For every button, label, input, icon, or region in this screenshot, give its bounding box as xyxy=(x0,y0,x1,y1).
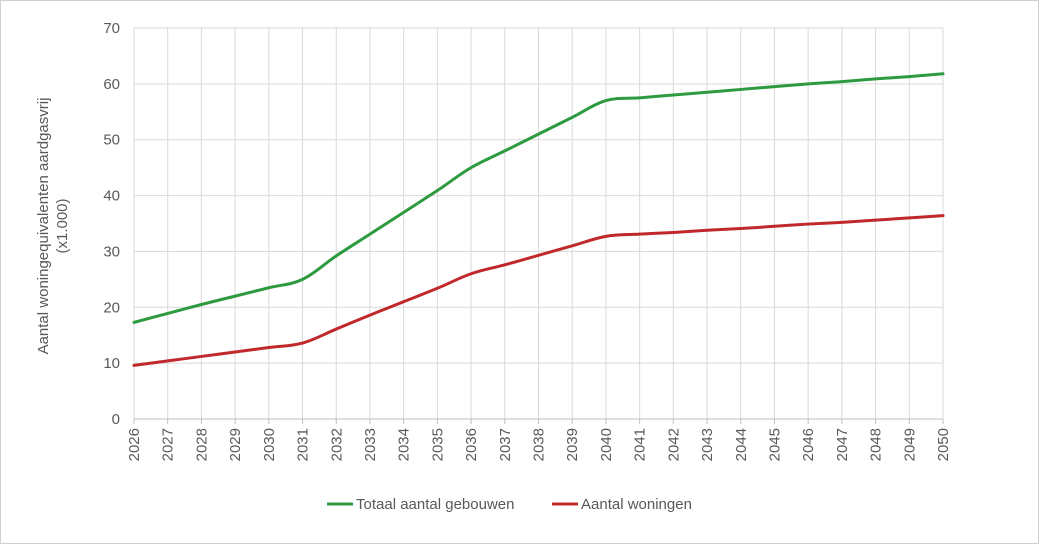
x-tick-label: 2029 xyxy=(227,428,244,461)
x-tick-label: 2035 xyxy=(429,428,446,461)
y-tick-label: 70 xyxy=(103,20,120,37)
x-tick-label: 2043 xyxy=(699,428,716,461)
legend-item-0: Totaal aantal gebouwen xyxy=(327,496,514,513)
x-tick-label: 2037 xyxy=(497,428,514,461)
x-tick-label: 2030 xyxy=(261,428,278,461)
x-tick-label: 2027 xyxy=(160,428,177,461)
x-tick-label: 2026 xyxy=(126,428,143,461)
series-line-1 xyxy=(132,214,945,367)
y-tick-label: 0 xyxy=(112,411,120,428)
y-axis-title-line-1: Aantal woningequivalenten aardgasvrij xyxy=(35,98,52,355)
x-tick-label: 2031 xyxy=(295,428,312,461)
legend-label: Totaal aantal gebouwen xyxy=(356,496,514,513)
y-axis-title-line-2: (x1.000) xyxy=(54,198,71,253)
x-tick-label: 2046 xyxy=(800,428,817,461)
x-tick-label: 2032 xyxy=(328,428,345,461)
y-tick-label: 40 xyxy=(103,188,120,205)
y-tick-label: 30 xyxy=(103,243,120,260)
axes xyxy=(133,418,944,424)
x-tick-label: 2038 xyxy=(531,428,548,461)
x-tick-label: 2044 xyxy=(733,428,750,461)
x-tick-label: 2041 xyxy=(632,428,649,461)
legend-label: Aantal woningen xyxy=(581,496,692,513)
x-tick-label: 2036 xyxy=(463,428,480,461)
legend: Totaal aantal gebouwen Aantal woningen xyxy=(327,496,692,513)
x-tick-label: 2028 xyxy=(193,428,210,461)
legend-item-1: Aantal woningen xyxy=(552,496,692,513)
y-tick-label: 60 xyxy=(103,76,120,93)
y-tick-label: 50 xyxy=(103,132,120,149)
y-tick-label: 10 xyxy=(103,355,120,372)
y-tick-labels: 0 10 20 30 40 50 60 70 xyxy=(103,20,120,428)
x-tick-label: 2050 xyxy=(935,428,952,461)
x-tick-label: 2034 xyxy=(396,428,413,461)
y-tick-label: 20 xyxy=(103,299,120,316)
x-tick-label: 2047 xyxy=(834,428,851,461)
x-tick-label: 2042 xyxy=(665,428,682,461)
series-line-0 xyxy=(132,72,945,324)
grid-lines xyxy=(133,27,944,419)
x-tick-labels: 2026 2027 2028 2029 2030 2031 2032 2033 2034 2035… xyxy=(126,428,952,461)
x-tick-label: 2040 xyxy=(598,428,615,461)
x-tick-label: 2049 xyxy=(901,428,918,461)
x-tick-label: 2048 xyxy=(868,428,885,461)
x-tick-label: 2033 xyxy=(362,428,379,461)
series-lines xyxy=(132,72,945,367)
x-tick-label: 2039 xyxy=(564,428,581,461)
x-tick-label: 2045 xyxy=(766,428,783,461)
